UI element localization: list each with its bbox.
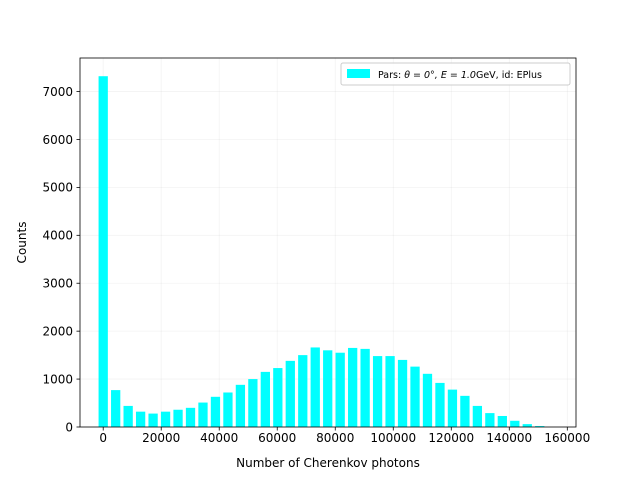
y-tick-label: 1000 [42, 372, 73, 386]
histogram-bar [223, 392, 233, 427]
x-tick-label: 0 [99, 431, 107, 445]
y-tick-label: 0 [65, 420, 73, 434]
x-axis-label: Number of Cherenkov photons [236, 456, 420, 470]
y-tick-label: 6000 [42, 133, 73, 147]
histogram-bar [485, 413, 495, 427]
histogram-bar [522, 424, 532, 427]
histogram-bar [447, 389, 458, 427]
histogram-bar [123, 405, 133, 427]
legend-suffix: GeV, id: EPlus [476, 70, 542, 81]
x-tick-label: 60000 [258, 431, 296, 445]
histogram-bar [348, 347, 358, 427]
histogram-bar [410, 366, 420, 427]
histogram-bar [310, 347, 320, 427]
x-tick-label: 120000 [428, 431, 474, 445]
histogram-bar [135, 411, 146, 427]
x-tick-label: 20000 [142, 431, 180, 445]
histogram-bar [535, 426, 545, 427]
histogram-bar [173, 409, 183, 427]
y-tick-label: 7000 [42, 85, 73, 99]
x-tick-label: 160000 [544, 431, 590, 445]
x-tick-label: 140000 [486, 431, 532, 445]
histogram-bar [372, 356, 383, 427]
histogram-bar [460, 395, 470, 427]
histogram-bar [497, 415, 507, 427]
histogram-bar [160, 411, 171, 427]
histogram-bar [98, 76, 108, 427]
histogram-bar [385, 356, 395, 427]
histogram-bar [185, 407, 196, 427]
histogram-bar [198, 402, 208, 427]
histogram-bar [435, 382, 445, 427]
y-axis-ticks: 0 1000 2000 3000 4000 5000 6000 7000 [42, 85, 80, 434]
legend: Pars: θ = 0°, E = 1.0GeV, id: EPlus [340, 62, 571, 86]
histogram-bar [111, 390, 121, 427]
histogram-bar [260, 371, 270, 427]
legend-box [340, 62, 571, 86]
histogram-bar [235, 384, 246, 427]
histogram-bar [397, 359, 408, 427]
histogram-bar [148, 413, 158, 427]
histogram-bar [422, 373, 433, 427]
y-tick-label: 2000 [42, 324, 73, 338]
histogram-bar [510, 420, 520, 427]
histogram-bar [285, 360, 295, 427]
y-axis-label: Counts [15, 222, 29, 264]
histogram-bar [323, 350, 333, 427]
legend-swatch [347, 69, 370, 78]
y-tick-label: 5000 [42, 181, 73, 195]
plot-frame [79, 57, 577, 428]
histogram-bar [273, 368, 283, 427]
grid-lines [80, 58, 576, 428]
histogram-bar [360, 348, 370, 427]
bars [98, 76, 545, 427]
legend-prefix: Pars: [378, 70, 404, 81]
legend-entry-label: Pars: θ = 0°, E = 1.0GeV, id: EPlus [378, 70, 542, 81]
histogram-bar [210, 396, 221, 427]
legend-math: θ = 0°, E = 1.0 [404, 70, 476, 81]
y-tick-label: 3000 [42, 277, 73, 291]
histogram-bar [472, 405, 483, 427]
x-tick-label: 100000 [370, 431, 416, 445]
histogram-bar [248, 379, 258, 427]
histogram-bar [335, 352, 345, 427]
x-axis-ticks: 0 20000 40000 60000 80000 100000 120000 140000 1… [99, 427, 590, 445]
y-tick-label: 4000 [42, 229, 73, 243]
x-tick-label: 80000 [316, 431, 354, 445]
histogram-bar [298, 355, 308, 427]
x-tick-label: 40000 [200, 431, 238, 445]
